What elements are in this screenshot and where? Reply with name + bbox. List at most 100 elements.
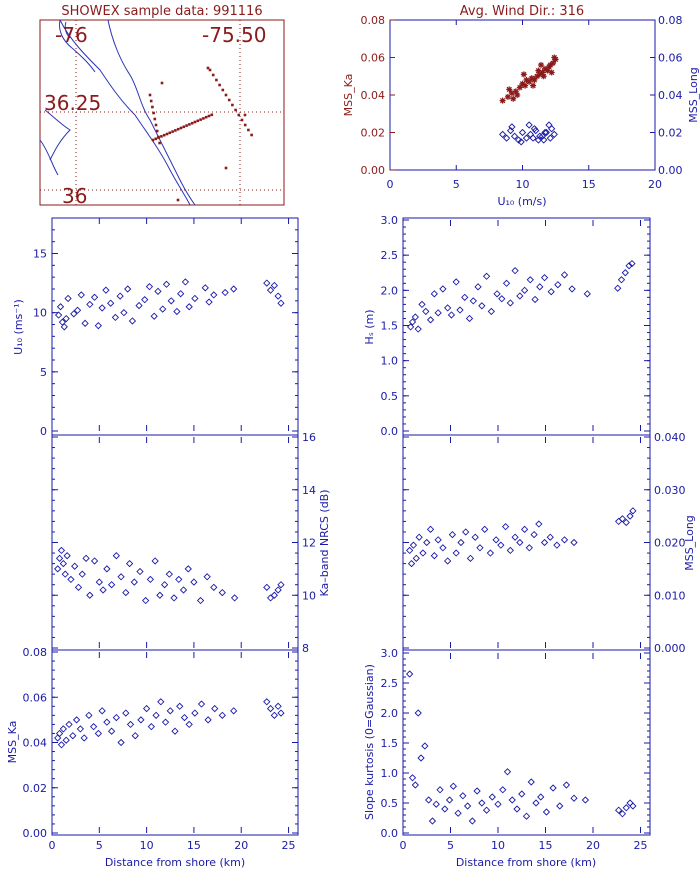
data-point (482, 806, 491, 814)
data-point (70, 310, 78, 318)
data-point (74, 583, 83, 591)
data-point (488, 793, 496, 801)
track-point (154, 137, 158, 141)
data-point (263, 279, 271, 287)
x-tick-label: 5 (96, 839, 103, 852)
track-point (240, 118, 244, 122)
data-point (463, 802, 472, 810)
data-point (554, 281, 562, 289)
mss-ka-point (540, 73, 547, 80)
track-point (176, 198, 180, 202)
mss-long-point (498, 130, 507, 139)
x-tick-label: 0 (400, 839, 407, 852)
data-point (270, 711, 278, 719)
x-tick-label: 20 (234, 839, 248, 852)
y-tick-label: 0.030 (654, 484, 686, 497)
track-point (155, 129, 159, 133)
track-point (176, 127, 180, 131)
data-point (166, 707, 174, 715)
mss-ka-point (516, 84, 523, 91)
data-point (547, 288, 555, 296)
data-point (615, 806, 623, 814)
data-point (540, 274, 549, 282)
data-point (90, 557, 99, 565)
track-point (165, 132, 169, 136)
y-tick-label: 1.5 (381, 737, 399, 750)
data-point (179, 586, 188, 594)
y-tick-label: 5 (40, 366, 47, 379)
track-point (237, 113, 241, 117)
data-point (615, 517, 623, 526)
data-point (471, 533, 479, 541)
mss-ka-point (514, 92, 521, 98)
data-point (508, 796, 516, 804)
data-point (626, 512, 634, 520)
data-point (618, 810, 627, 818)
data-point (540, 538, 549, 547)
data-point (581, 796, 590, 804)
mss-ka-point (528, 75, 535, 82)
data-point (493, 290, 501, 298)
data-point (230, 594, 239, 602)
y-tick-label-right: 0.02 (658, 127, 683, 140)
data-point (55, 554, 64, 562)
data-point (263, 583, 271, 591)
data-point (78, 570, 86, 578)
y-tick-label: 0.000 (654, 642, 686, 655)
data-point (423, 538, 431, 547)
data-point (434, 309, 442, 317)
data-point (72, 716, 81, 724)
mss-long-point (546, 134, 554, 142)
nrcs-ylabel: Ka–band NRCS (dB) (318, 489, 331, 596)
mss-ka-point (519, 80, 526, 87)
data-point (481, 525, 489, 533)
data-point (62, 314, 70, 323)
mss-ka-point (538, 62, 545, 68)
data-point (116, 292, 124, 300)
data-point (107, 581, 116, 589)
mss-long-point (550, 130, 558, 139)
y-tick-label-right: 0.06 (658, 52, 683, 65)
y-tick-label: 2.5 (381, 677, 399, 690)
data-point (145, 282, 154, 291)
track-point (199, 118, 202, 121)
data-point (218, 711, 226, 719)
data-point (452, 549, 460, 557)
mss-panel-title: Avg. Wind Dir.: 316 (460, 4, 584, 19)
data-point (112, 552, 120, 560)
data-point (277, 581, 285, 589)
data-point (406, 546, 414, 555)
data-point (122, 588, 130, 597)
y-tick-label: 3.0 (381, 214, 399, 227)
track-point (179, 126, 183, 130)
data-point (428, 817, 437, 825)
y-tick-label: 1.0 (381, 767, 399, 780)
hs-ylabel: Hₛ (m) (363, 309, 376, 344)
data-point (266, 704, 275, 713)
data-point (77, 291, 85, 299)
mss-ka-point (526, 78, 533, 85)
mss-long-point (532, 126, 540, 135)
track-point (202, 117, 205, 120)
data-point (562, 781, 571, 789)
data-point (142, 596, 150, 605)
y-tick-label-left: 0.08 (361, 14, 386, 27)
data-point (542, 808, 551, 816)
data-point (191, 709, 199, 717)
track-point (148, 93, 152, 97)
data-point (230, 285, 238, 293)
data-point (180, 713, 189, 722)
mss-ka-point (539, 69, 546, 76)
mss-ka-point (534, 73, 541, 80)
data-point (90, 293, 99, 301)
data-point (536, 283, 544, 291)
data-point (502, 279, 511, 287)
data-point (511, 267, 519, 275)
y-tick-label: 0.020 (654, 537, 686, 550)
data-point (439, 285, 447, 293)
x-tick-label: 25 (282, 839, 296, 852)
data-point (436, 786, 444, 794)
data-point (494, 800, 502, 808)
data-point (203, 573, 211, 581)
data-point (218, 588, 226, 597)
